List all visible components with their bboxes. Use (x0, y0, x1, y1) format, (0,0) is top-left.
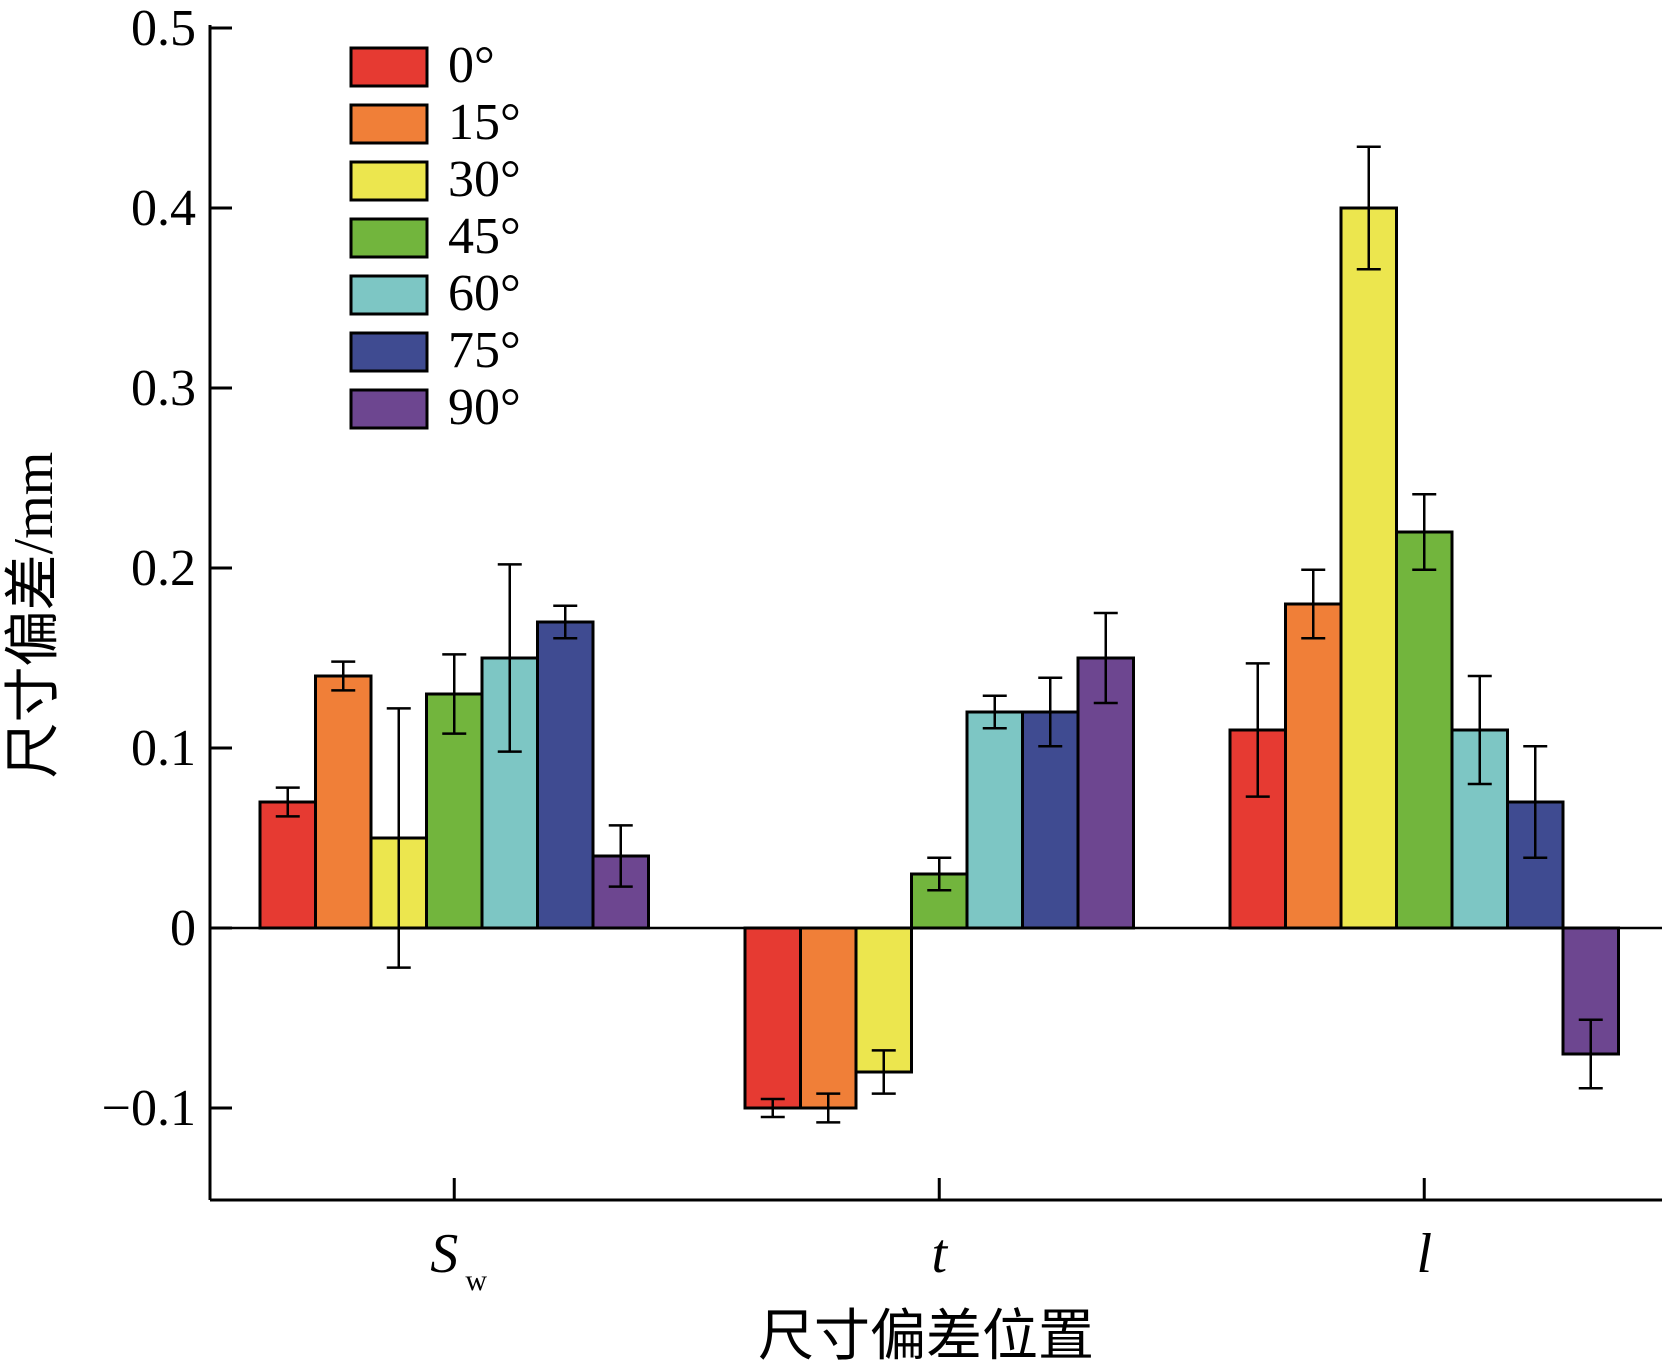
legend-swatch (349, 103, 429, 145)
legend-swatch (349, 331, 429, 373)
y-tick-label: 0.5 (131, 0, 196, 57)
axes: −0.1 0 0.1 0.2 0.3 0.4 0.5 S w t l (102, 0, 1662, 1297)
bar (314, 674, 373, 930)
legend-label: 45° (448, 208, 521, 265)
legend-swatch (349, 388, 429, 430)
y-tick-label: 0.2 (131, 540, 196, 597)
bar (1395, 530, 1454, 930)
bar (1284, 602, 1343, 930)
legend-label: 60° (448, 265, 521, 322)
legend-label: 0° (448, 37, 495, 94)
y-tick-label: 0.1 (131, 720, 196, 777)
bar (743, 926, 802, 1110)
legend-swatch (349, 160, 429, 202)
bars (258, 206, 1620, 1110)
y-tick-label: 0.4 (131, 180, 196, 237)
y-tick-label: −0.1 (102, 1080, 196, 1137)
bar (799, 926, 858, 1110)
y-tick-label: 0.3 (131, 360, 196, 417)
legend: 0°15°30°45°60°75°90° (349, 37, 521, 436)
x-tick-label: S (430, 1223, 458, 1285)
x-tick-label-subscript: w (465, 1264, 487, 1297)
legend-swatch (349, 217, 429, 259)
bar (258, 800, 317, 930)
legend-label: 30° (448, 151, 521, 208)
legend-swatch (349, 46, 429, 88)
legend-label: 15° (448, 94, 521, 151)
legend-swatch (349, 274, 429, 316)
bar (1339, 206, 1398, 930)
y-tick-label: 0 (170, 900, 196, 957)
x-tick-label: l (1416, 1223, 1432, 1285)
x-axis-title: 尺寸偏差位置 (758, 1306, 1094, 1366)
legend-label: 90° (448, 379, 521, 436)
bar (965, 710, 1024, 930)
bar (854, 926, 913, 1074)
y-axis-title: 尺寸偏差/mm (3, 452, 65, 779)
legend-label: 75° (448, 322, 521, 379)
x-tick-label: t (931, 1223, 948, 1285)
error-bars (275, 145, 1603, 1124)
bar (1021, 710, 1080, 930)
bar (536, 620, 595, 930)
